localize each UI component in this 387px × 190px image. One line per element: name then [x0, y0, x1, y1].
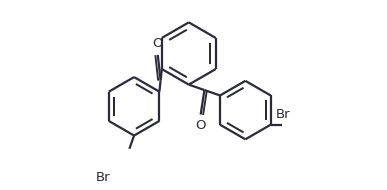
Text: O: O [152, 37, 163, 50]
Text: O: O [195, 119, 206, 132]
Text: Br: Br [96, 171, 110, 184]
Text: Br: Br [276, 108, 290, 121]
